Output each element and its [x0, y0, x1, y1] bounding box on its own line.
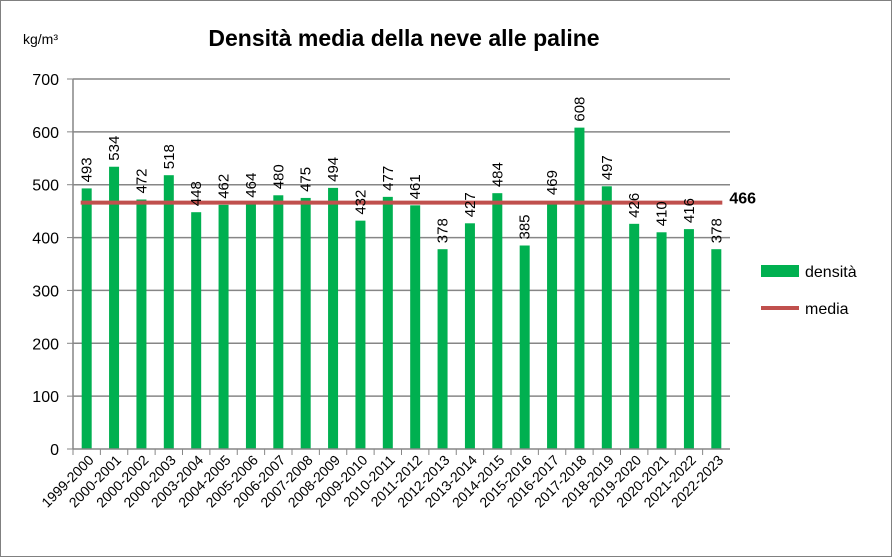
bar [683, 229, 694, 449]
bar [519, 245, 530, 449]
y-unit-label: kg/m³ [23, 31, 58, 47]
bar-value-label: 472 [133, 168, 150, 193]
bar [191, 212, 202, 449]
bar [109, 166, 120, 449]
legend-label-media: media [805, 301, 849, 318]
y-tick-label: 300 [32, 283, 59, 300]
bar-value-label: 427 [462, 192, 479, 217]
bar [382, 196, 393, 449]
bar [711, 249, 722, 449]
bar-value-label: 462 [216, 174, 233, 199]
y-tick-label: 200 [32, 336, 59, 353]
y-tick-label: 0 [50, 442, 59, 459]
bar-value-label: 432 [352, 190, 369, 215]
y-tick-label: 500 [32, 178, 59, 195]
bar-value-label: 493 [79, 157, 96, 182]
category-labels: 1999-20002000-20012000-20022000-20032003… [38, 449, 727, 510]
bar-value-label: 480 [270, 164, 287, 189]
y-axis-ticks: 0 100 200 300 400 500 600 700 [32, 72, 73, 459]
bar [656, 232, 667, 449]
bar [464, 223, 475, 449]
bar-value-label: 410 [654, 201, 671, 226]
bar-value-label: 518 [161, 144, 178, 169]
bar [547, 201, 558, 449]
bar [81, 188, 92, 449]
bar [273, 195, 284, 449]
bar [328, 187, 339, 449]
grid-lines [73, 78, 730, 397]
bars [81, 127, 722, 450]
mean-line-group: 466 [80, 191, 756, 208]
bar-value-label: 608 [571, 97, 588, 122]
legend-swatch-densita [761, 265, 799, 277]
bar-value-label: 477 [380, 166, 397, 191]
bar [437, 249, 448, 449]
bar [355, 220, 366, 449]
bar-value-label: 484 [489, 162, 506, 187]
chart-title: Densità media della neve alle paline [208, 25, 599, 51]
bar [601, 186, 612, 450]
bar-value-label: 426 [626, 193, 643, 218]
legend-label-densita: densità [805, 264, 857, 281]
bar [300, 197, 311, 449]
bar-value-label: 469 [544, 170, 561, 195]
bar [136, 199, 147, 449]
bar-value-label: 378 [435, 218, 452, 243]
bar [410, 205, 421, 449]
bar [163, 175, 174, 449]
bar-value-label: 461 [407, 174, 424, 199]
bar [245, 203, 256, 449]
y-tick-label: 700 [32, 72, 59, 89]
bar-data-labels: 493 534 472 518 448 462 464 480 475 494 432 477 461 3… [79, 97, 726, 244]
bar [574, 127, 585, 449]
y-tick-label: 400 [32, 231, 59, 248]
bar-value-label: 385 [517, 214, 534, 239]
bar-value-label: 534 [106, 136, 123, 161]
bar [218, 204, 229, 449]
bar [492, 193, 503, 449]
legend: densità media [761, 264, 857, 318]
bar-value-label: 378 [708, 218, 725, 243]
bar [629, 223, 640, 449]
bar-value-label: 475 [298, 167, 315, 192]
bar-value-label: 416 [681, 198, 698, 223]
bar-value-label: 448 [188, 181, 205, 206]
mean-value-label: 466 [729, 191, 756, 208]
y-tick-label: 100 [32, 389, 59, 406]
bar-value-label: 497 [599, 155, 616, 180]
bar-value-label: 494 [325, 157, 342, 182]
y-tick-label: 600 [32, 125, 59, 142]
bar-value-label: 464 [243, 173, 260, 198]
